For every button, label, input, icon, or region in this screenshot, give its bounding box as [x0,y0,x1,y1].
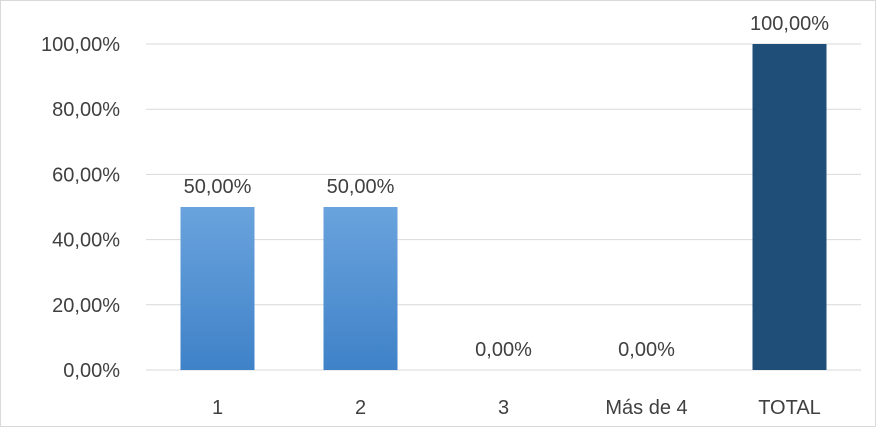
bars [180,44,827,370]
x-axis: 1 2 3 Más de 4 TOTAL [212,397,821,419]
data-labels: 50,00% 50,00% 0,00% 0,00% 100,00% [184,13,830,361]
data-label: 50,00% [184,176,252,198]
y-tick-label: 100,00% [41,34,120,56]
bar [180,207,255,370]
data-label: 100,00% [750,13,829,35]
y-axis: 0,00% 20,00% 40,00% 60,00% 80,00% 100,00% [41,34,120,382]
x-tick-label: Más de 4 [605,397,687,419]
y-tick-label: 40,00% [52,230,120,252]
y-tick-label: 0,00% [63,360,120,382]
x-tick-label: TOTAL [758,397,821,419]
y-tick-label: 60,00% [52,164,120,186]
y-tick-label: 80,00% [52,99,120,121]
data-label: 0,00% [475,339,532,361]
x-tick-label: 3 [498,397,509,419]
data-label: 0,00% [618,339,675,361]
x-tick-label: 1 [212,397,223,419]
x-tick-label: 2 [355,397,366,419]
gridlines [146,43,861,371]
y-tick-label: 20,00% [52,295,120,317]
bar [323,207,398,370]
data-label: 50,00% [327,176,395,198]
bar [752,44,827,370]
